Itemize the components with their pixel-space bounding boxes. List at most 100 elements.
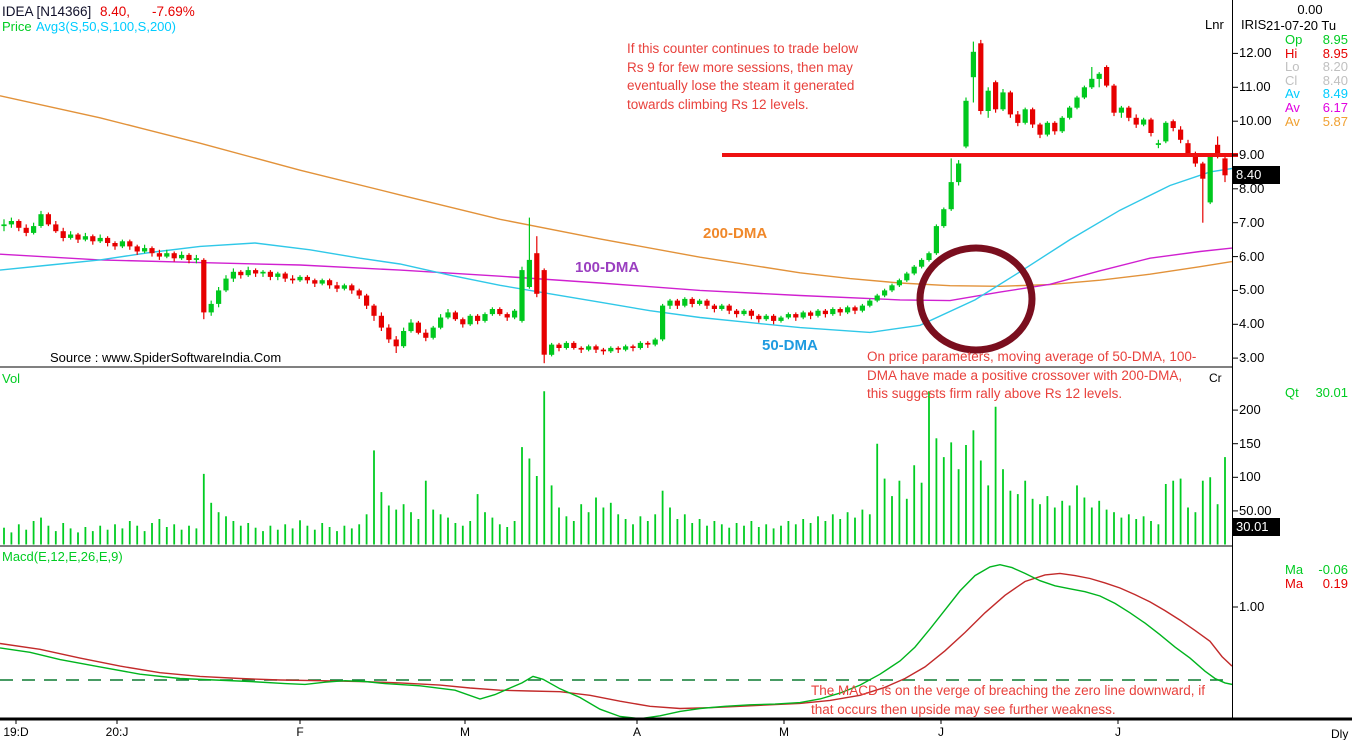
candle-body: [430, 327, 436, 338]
candle-body: [193, 258, 199, 260]
candle-body: [563, 342, 569, 348]
quote-row-cl-3-key: Cl: [1285, 72, 1298, 88]
avg-series-label: Avg3(S,50,S,100,S,200): [36, 19, 176, 34]
candle-body: [889, 285, 895, 291]
price-pane[interactable]: [0, 39, 1232, 364]
candle-body: [541, 270, 547, 355]
candle-body: [1118, 107, 1124, 113]
annotation-crossover: On price parameters, moving average of 5…: [867, 349, 1197, 401]
scale-mode-label: Lnr: [1205, 17, 1224, 32]
price-axis-label: 5.00: [1239, 282, 1265, 298]
candle-body: [327, 280, 333, 286]
macd-ma-row-0-key: Ma: [1285, 562, 1304, 577]
candle-body: [1104, 67, 1110, 86]
candle-body: [1000, 92, 1006, 110]
volume-axis-label: 50.00: [1239, 502, 1272, 518]
candle-body: [245, 270, 251, 276]
macd-pane[interactable]: [0, 563, 1232, 719]
candle-body: [808, 312, 814, 316]
candle-body: [874, 295, 880, 301]
candle-body: [919, 259, 925, 267]
candle-body: [1059, 117, 1065, 132]
candle-body: [608, 347, 614, 352]
candle-body: [497, 309, 503, 315]
candle-body: [1192, 155, 1198, 164]
price-series-label: Price: [2, 19, 32, 34]
candle-body: [830, 309, 836, 315]
candle-body: [904, 273, 910, 281]
candle-body: [867, 300, 873, 306]
candlestick-series: [1, 39, 1228, 364]
candle-body: [82, 236, 88, 240]
candle-body: [1052, 122, 1058, 132]
candle-body: [519, 270, 525, 321]
candle-body: [60, 231, 66, 238]
candle-body: [1022, 109, 1028, 123]
support-line-9[interactable]: [722, 153, 1238, 157]
volume-pane[interactable]: [3, 391, 1226, 545]
candle-body: [512, 310, 518, 318]
annotation-macd: The MACD is on the verge of breaching th…: [811, 683, 1205, 717]
candle-body: [852, 307, 858, 311]
price-axis-label: 7.00: [1239, 214, 1265, 230]
candle-body: [771, 315, 777, 321]
price-axis-label: 8.00: [1239, 180, 1265, 196]
volume-unit-label: Cr: [1209, 371, 1222, 385]
macd-axis-label: 1.00: [1239, 599, 1265, 614]
crossover-highlight-circle[interactable]: [916, 244, 1036, 354]
candle-body: [911, 266, 917, 274]
candle-body: [482, 314, 488, 321]
candle-body: [1015, 114, 1021, 123]
periodicity-label: Dly: [1331, 727, 1349, 740]
macd-line: [0, 563, 1232, 718]
macd-ma-row-1-value: 0.19: [1322, 576, 1348, 591]
macd-ma-row-1-key: Ma: [1285, 576, 1304, 591]
month-axis-label: J: [1115, 725, 1121, 739]
candle-body: [408, 322, 414, 332]
dma50-label: 50-DMA: [762, 337, 818, 354]
volume-series: [3, 391, 1226, 545]
candle-body: [689, 298, 695, 304]
candle-body: [785, 314, 791, 318]
candle-body: [127, 241, 133, 247]
candle-body: [956, 163, 962, 183]
candle-body: [1207, 155, 1213, 203]
quote-row-av-6-value: 5.87: [1322, 113, 1348, 129]
candle-body: [297, 276, 303, 281]
candle-body: [586, 346, 592, 350]
quote-row-av-5-value: 6.17: [1322, 100, 1348, 115]
price-axis-label: 4.00: [1239, 316, 1265, 332]
month-axis-label: 19:D: [3, 725, 29, 739]
candle-body: [571, 342, 577, 348]
candle-body: [312, 280, 318, 284]
ma200-line: [0, 95, 1232, 288]
candle-body: [1044, 122, 1050, 135]
candle-body: [800, 312, 806, 318]
candle-body: [1007, 92, 1013, 115]
candle-body: [926, 253, 932, 260]
candle-body: [164, 253, 170, 257]
quote-row-op-0-value: 8.95: [1322, 32, 1348, 47]
month-axis-label: A: [632, 725, 641, 739]
volume-qt-row: Qt 30.01: [1285, 386, 1348, 400]
candle-body: [882, 290, 888, 296]
candle-body: [549, 344, 555, 355]
candle-body: [941, 209, 947, 227]
candle-body: [660, 305, 666, 340]
macd-pane-title: Macd(E,12,E,26,E,9): [2, 549, 123, 564]
candle-body: [1111, 85, 1117, 113]
candle-body: [349, 285, 355, 291]
ma100-line: [0, 247, 1232, 302]
candle-body: [371, 305, 377, 316]
quote-row-hi-1-value: 8.95: [1322, 45, 1348, 61]
price-axis-label: 10.00: [1239, 113, 1272, 129]
quote-row-av-4-key: Av: [1285, 86, 1300, 102]
quote-row-av-6-key: Av: [1285, 113, 1300, 129]
quote-row-av-5: Av 6.17: [1285, 101, 1348, 115]
candle-body: [260, 271, 266, 274]
candle-body: [75, 234, 81, 240]
candle-body: [90, 236, 96, 242]
candle-body: [423, 332, 429, 338]
candle-body: [719, 305, 725, 309]
